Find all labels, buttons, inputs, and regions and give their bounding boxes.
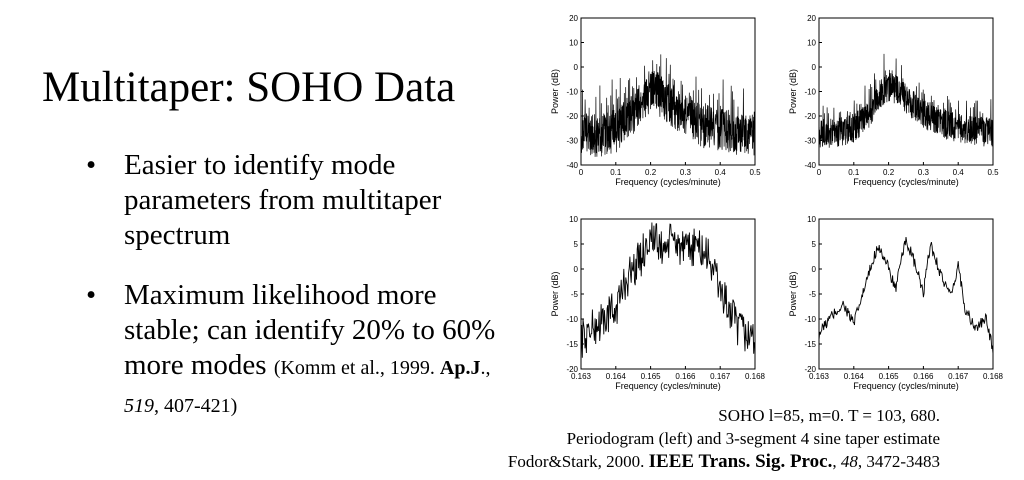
y-tick-label: -40 (804, 161, 816, 170)
y-axis-label: Power (dB) (788, 271, 798, 316)
caption-line-2: Periodogram (left) and 3-segment 4 sine … (566, 429, 940, 448)
x-tick-label: 0.5 (987, 168, 999, 177)
x-tick-label: 0.167 (948, 372, 969, 381)
y-axis-label: Power (dB) (788, 69, 798, 114)
series-line (580, 54, 756, 157)
y-axis-label: Power (dB) (550, 271, 560, 316)
y-tick-label: 20 (569, 14, 578, 23)
y-tick-label: -20 (566, 365, 578, 374)
y-tick-label: -10 (566, 315, 578, 324)
x-tick-label: 0.167 (710, 372, 731, 381)
x-tick-label: 0.164 (844, 372, 865, 381)
citation-volume: 519 (124, 395, 154, 417)
x-tick-label: 0.166 (675, 372, 696, 381)
caption-journal: IEEE Trans. Sig. Proc. (648, 451, 833, 472)
x-tick-label: 0.4 (953, 168, 965, 177)
caption-authors: Fodor&Stark, 2000. (507, 452, 649, 471)
y-tick-label: 10 (807, 215, 816, 224)
x-tick-label: 0.1 (848, 168, 860, 177)
citation-pages: , 407-421) (154, 395, 238, 417)
y-tick-label: 0 (812, 63, 817, 72)
x-tick-label: 0.5 (749, 168, 761, 177)
y-tick-label: -10 (566, 88, 578, 97)
x-tick-label: 0 (817, 168, 822, 177)
x-axis-label: Frequency (cycles/minute) (853, 381, 959, 391)
x-tick-label: 0.166 (913, 372, 934, 381)
series-line (580, 222, 756, 359)
citation-separator: ., (480, 357, 491, 379)
x-tick-label: 0.3 (680, 168, 692, 177)
y-tick-label: 0 (574, 63, 579, 72)
y-tick-label: -5 (809, 290, 817, 299)
y-tick-label: 0 (812, 265, 817, 274)
x-tick-label: 0.4 (715, 168, 727, 177)
x-tick-label: 0.165 (879, 372, 900, 381)
caption-volume: 48 (840, 452, 858, 471)
figure-caption: SOHO l=85, m=0. T = 103, 680. Periodogra… (508, 404, 940, 473)
citation-authors: (Komm et al., 1999. (273, 357, 440, 379)
x-tick-label: 0.164 (606, 372, 627, 381)
y-tick-label: -20 (804, 112, 816, 121)
x-tick-label: 0.163 (571, 372, 592, 381)
bullet-item-2: • Maximum likelihood more stable; can id… (86, 278, 506, 424)
caption-pages: , 3472-3483 (857, 452, 940, 471)
chart-bottom-right: 10 5 0 -5 -10 -15 -200.163 0.164 0.165 0.166 0.167… (788, 215, 1004, 391)
y-tick-label: 0 (574, 265, 579, 274)
y-tick-label: 5 (812, 240, 817, 249)
y-tick-label: 5 (574, 240, 579, 249)
x-axis-label: Frequency (cycles/minute) (853, 177, 959, 187)
citation-journal: Ap.J (439, 357, 481, 379)
chart-bottom-left: 10 5 0 -5 -10 -15 -200.163 0.164 0.165 0.166 0.167… (550, 215, 766, 391)
series-line (818, 53, 994, 148)
y-tick-label: 20 (807, 14, 816, 23)
y-tick-label: -15 (566, 340, 578, 349)
x-tick-label: 0.2 (883, 168, 895, 177)
y-tick-label: -20 (804, 365, 816, 374)
x-tick-label: 0.165 (641, 372, 662, 381)
y-tick-label: -5 (571, 290, 579, 299)
y-tick-label: -30 (804, 137, 816, 146)
plot-frame (818, 17, 994, 166)
y-tick-label: -20 (566, 112, 578, 121)
caption-separator: , (832, 452, 841, 471)
bullet-marker: • (86, 279, 97, 311)
caption-line-1: SOHO l=85, m=0. T = 103, 680. (718, 406, 940, 425)
y-tick-label: -15 (804, 340, 816, 349)
x-tick-label: 0.168 (745, 372, 766, 381)
y-tick-label: -40 (566, 161, 578, 170)
bullet-text-group: Maximum likelihood more stable; can iden… (124, 278, 506, 424)
y-tick-label: 10 (569, 215, 578, 224)
y-tick-label: -30 (566, 137, 578, 146)
x-axis-label: Frequency (cycles/minute) (615, 381, 721, 391)
x-tick-label: 0.3 (918, 168, 930, 177)
x-tick-label: 0.2 (645, 168, 657, 177)
x-tick-label: 0.163 (809, 372, 830, 381)
x-axis-label: Frequency (cycles/minute) (615, 177, 721, 187)
x-tick-label: 0.1 (610, 168, 622, 177)
bullet-marker: • (86, 149, 97, 181)
caption-line-3: Fodor&Stark, 2000. IEEE Trans. Sig. Proc… (508, 450, 940, 473)
y-tick-label: 10 (569, 39, 578, 48)
bullet-text: Maximum likelihood more stable; can iden… (124, 279, 496, 381)
y-axis-label: Power (dB) (550, 69, 560, 114)
bullet-item-1: • Easier to identify mode parameters fro… (86, 148, 506, 253)
y-tick-label: -10 (804, 315, 816, 324)
citation: (Komm et al., 1999. Ap.J., 519, 407-421) (124, 357, 490, 417)
y-tick-label: -10 (804, 88, 816, 97)
slide-title: Multitaper: SOHO Data (42, 64, 456, 111)
bullet-text: Easier to identify mode parameters from … (124, 149, 442, 251)
x-tick-label: 0 (579, 168, 584, 177)
series-line (818, 237, 994, 354)
x-tick-label: 0.168 (983, 372, 1004, 381)
y-tick-label: 10 (807, 39, 816, 48)
